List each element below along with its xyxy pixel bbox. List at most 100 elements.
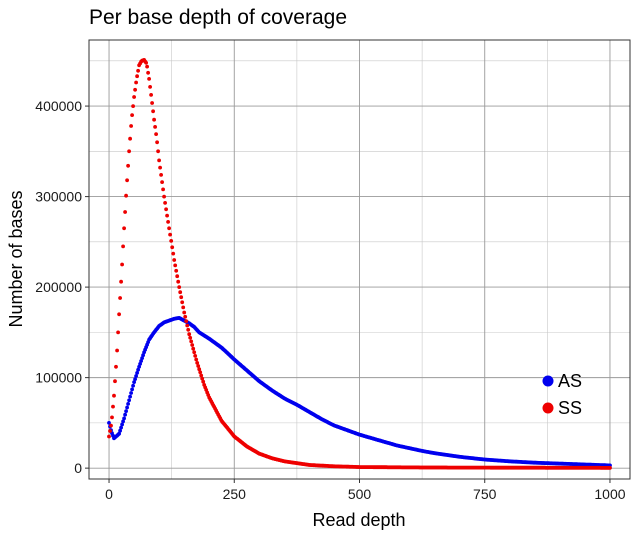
data-point-ss (157, 158, 162, 163)
x-axis-label: Read depth (312, 510, 405, 530)
x-tick-label: 250 (223, 486, 247, 502)
data-point-ss (162, 194, 167, 199)
data-point-as (140, 356, 145, 360)
data-point-as (122, 416, 126, 421)
data-point-ss (180, 300, 185, 305)
y-tick-label: 400000 (35, 98, 82, 114)
data-point-as (124, 409, 128, 413)
data-point-ss (115, 348, 119, 353)
data-point-as (135, 371, 140, 375)
data-point-ss (149, 93, 154, 97)
data-point-as (133, 377, 138, 381)
data-point-ss (195, 361, 200, 365)
data-point-ss (187, 332, 192, 337)
axis-ticks: 0 250 500 750 1000 0 100000 200000 300000 400000 (35, 98, 625, 502)
data-point-ss (151, 109, 156, 114)
data-point-as (125, 405, 129, 410)
data-point-ss (134, 80, 139, 85)
data-point-ss (181, 305, 186, 310)
legend-label-as: AS (558, 371, 582, 391)
data-point-ss (168, 232, 173, 237)
grid (89, 40, 630, 479)
data-point-ss (176, 279, 181, 284)
data-point-ss (175, 274, 180, 279)
y-tick-label: 100000 (35, 370, 82, 386)
data-point-ss (127, 149, 131, 154)
y-tick-label: 300000 (35, 189, 82, 205)
data-point-ss (130, 113, 135, 117)
data-point-ss (166, 220, 171, 224)
y-axis-label: Number of bases (6, 190, 26, 327)
data-point-ss (171, 251, 176, 256)
data-point-ss (194, 357, 199, 362)
data-point-as (117, 431, 121, 436)
x-tick-label: 1000 (594, 486, 625, 502)
data-point-ss (188, 335, 193, 340)
data-point-ss (119, 279, 123, 284)
data-point-ss (121, 244, 125, 249)
data-point-ss (200, 376, 205, 381)
data-point-ss (198, 370, 203, 375)
data-point-ss (201, 379, 206, 384)
data-point-ss (148, 85, 153, 89)
data-point-as (107, 421, 111, 425)
data-point-ss (196, 364, 201, 368)
data-point-ss (191, 346, 196, 351)
legend-key-as (542, 375, 554, 387)
data-point-ss (161, 187, 166, 192)
data-point-as (126, 402, 130, 406)
data-point-as (136, 367, 141, 372)
x-tick-label: 0 (105, 486, 113, 502)
data-point-ss (199, 373, 204, 378)
data-point-ss (172, 258, 177, 262)
series-ss (107, 58, 612, 470)
data-point-as (131, 383, 136, 388)
data-point-ss (165, 213, 170, 218)
data-point-ss (159, 173, 164, 177)
data-point-ss (136, 68, 141, 73)
data-point-as (119, 425, 123, 430)
y-tick-label: 200000 (35, 279, 82, 295)
y-tick-label: 0 (74, 460, 82, 476)
data-point-ss (147, 77, 152, 81)
data-point-ss (146, 70, 151, 75)
data-point-ss (174, 268, 179, 273)
data-point-ss (123, 210, 127, 214)
data-point-as (128, 394, 133, 399)
data-point-as (141, 353, 146, 358)
data-point-ss (190, 343, 195, 347)
legend-label-ss: SS (558, 398, 582, 418)
data-point-ss (135, 74, 140, 79)
data-point-ss (120, 262, 124, 267)
data-point-ss (144, 60, 149, 65)
data-point-ss (113, 379, 117, 384)
data-point-ss (156, 149, 161, 154)
data-point-ss (154, 132, 159, 137)
data-point-ss (122, 226, 126, 231)
data-point-ss (158, 165, 163, 170)
data-point-ss (185, 323, 190, 328)
data-point-as (132, 380, 137, 384)
data-point-ss (128, 136, 133, 141)
data-point-ss (118, 296, 122, 300)
data-point-ss (164, 207, 169, 212)
data-point-as (120, 422, 124, 427)
data-point-as (130, 387, 135, 392)
data-point-ss (114, 364, 118, 369)
data-point-ss (133, 87, 138, 92)
data-point-ss (184, 319, 189, 323)
data-point-ss (110, 415, 114, 420)
data-point-as (121, 419, 125, 424)
data-point-ss (112, 393, 116, 398)
data-point-ss (111, 404, 115, 409)
data-point-ss (169, 239, 174, 243)
data-point-ss (155, 140, 160, 145)
data-point-as (123, 412, 127, 417)
legend: AS SS (542, 371, 582, 418)
data-point-ss (192, 350, 197, 355)
data-point-ss (182, 310, 187, 315)
data-point-ss (186, 327, 191, 332)
data-point-as (137, 364, 142, 369)
data-point-ss (116, 330, 120, 335)
